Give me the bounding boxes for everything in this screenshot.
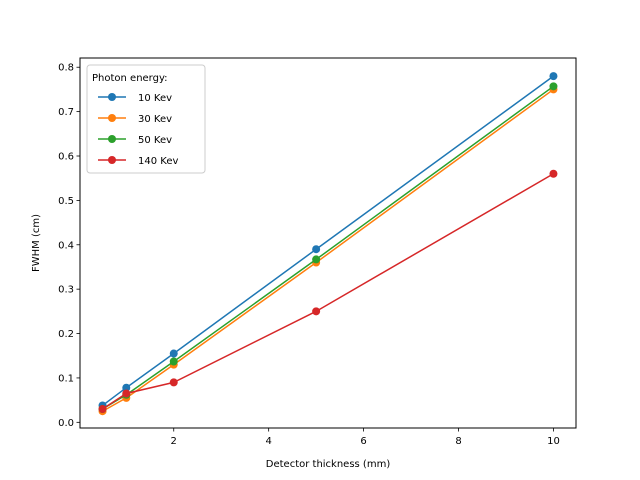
- data-point: [549, 82, 558, 91]
- y-tick-label: 0.4: [58, 240, 74, 251]
- x-tick-label: 2: [171, 436, 177, 447]
- data-point: [169, 349, 178, 358]
- data-point: [549, 169, 558, 178]
- data-point: [312, 307, 321, 316]
- legend-entry-label: 50 Kev: [138, 135, 172, 146]
- data-point: [312, 245, 321, 254]
- x-tick-label: 6: [360, 436, 366, 447]
- legend-entry-label: 30 Kev: [138, 114, 172, 125]
- legend-entry-label: 140 Kev: [138, 156, 178, 167]
- legend-entry-label: 10 Kev: [138, 93, 172, 104]
- legend-marker: [108, 93, 116, 101]
- y-tick-label: 0.2: [58, 329, 74, 340]
- x-axis-ticks: 2 4 6 8 10: [171, 428, 560, 447]
- y-tick-label: 0.8: [58, 63, 74, 74]
- y-tick-label: 0.7: [58, 107, 74, 118]
- x-tick-label: 10: [547, 436, 560, 447]
- legend-marker: [108, 156, 116, 164]
- y-tick-label: 0.3: [58, 285, 74, 296]
- data-point: [122, 389, 131, 398]
- legend-box: [86, 64, 206, 174]
- y-tick-label: 0.0: [58, 418, 74, 429]
- y-axis-label: FWHM (cm): [31, 214, 42, 272]
- data-point: [312, 255, 321, 264]
- x-tick-label: 8: [455, 436, 461, 447]
- legend-marker: [108, 114, 116, 122]
- legend-title: Photon energy:: [92, 73, 168, 84]
- axes: [79, 57, 577, 429]
- legend: Photon energy: 10 Kev 30 Kev 50 Kev 140 Kev: [86, 64, 206, 174]
- data-point: [122, 383, 131, 392]
- y-tick-label: 0.6: [58, 152, 74, 163]
- legend-marker: [108, 135, 116, 143]
- x-axis-label: Detector thickness (mm): [266, 459, 391, 470]
- data-point: [169, 378, 178, 387]
- axes-frame: [79, 57, 577, 429]
- series-line-3: [102, 173, 554, 410]
- data-point: [549, 72, 558, 81]
- data-point: [98, 405, 107, 414]
- data-point: [169, 357, 178, 366]
- y-axis-ticks: 0.0 0.1 0.2 0.3 0.4 0.5 0.6 0.7 0.8: [58, 63, 80, 429]
- y-tick-label: 0.5: [58, 196, 74, 207]
- x-tick-label: 4: [265, 436, 271, 447]
- plot-area: [98, 72, 558, 416]
- y-tick-label: 0.1: [58, 373, 74, 384]
